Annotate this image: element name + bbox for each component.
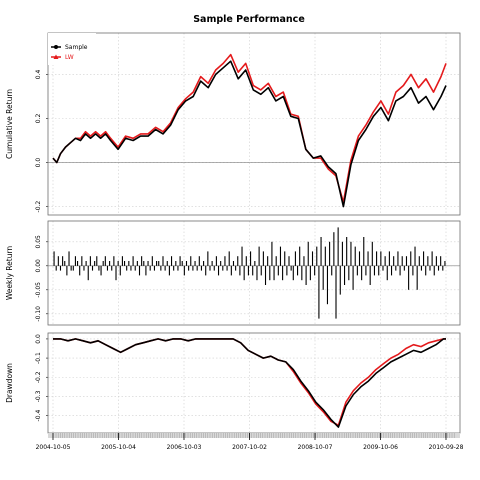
panel-weekly-ytick-label-0: -0.10	[35, 306, 42, 322]
series-line-lw	[52, 53, 447, 203]
legend-label-sample: Sample	[65, 44, 88, 51]
panel-weekly-bars	[53, 227, 446, 319]
panel-weekly-frame	[47, 220, 461, 326]
x-axis-label-4: 2008-10-07	[298, 444, 333, 451]
panel-cumulative-ylabel: Cumulative Return	[5, 89, 14, 159]
panel-drawdown-ylabel: Drawdown	[5, 363, 14, 403]
panel-cumulative: -0.2 0.0 0.2 0.4 Cumulative Return Sample L…	[5, 32, 461, 216]
panel-weekly-ytick-label-2: 0.00	[35, 259, 42, 273]
panel-cumulative-yticks: -0.2 0.0 0.2 0.4	[35, 69, 48, 212]
panel-weekly-ytick-label-1: -0.05	[35, 282, 42, 298]
panel-cumulative-ytick-label-2: 0.2	[35, 114, 42, 124]
panel-drawdown-ytick-label-4: 0.0	[35, 334, 42, 344]
panel-drawdown-ytick-label-3: -0.1	[35, 352, 42, 364]
panel-cumulative-frame	[47, 32, 461, 216]
panel-drawdown-frame	[47, 332, 461, 434]
series-line-sample	[52, 60, 447, 208]
panel-cumulative-ytick-label-1: 0.0	[35, 158, 42, 168]
panel-drawdown-ytick-label-1: -0.3	[35, 390, 42, 402]
x-axis-label-3: 2007-10-02	[232, 444, 267, 451]
chart-title: Sample Performance	[193, 14, 305, 25]
panel-cumulative-ytick-label-0: -0.2	[35, 201, 42, 213]
x-axis-labels: 2004-10-05 2005-10-04 2006-10-03 2007-10-02…	[36, 433, 464, 451]
x-axis-label-6: 2010-09-28	[429, 444, 464, 451]
x-axis-label-1: 2005-10-04	[101, 444, 136, 451]
x-axis-label-2: 2006-10-03	[167, 444, 202, 451]
panel-cumulative-grid	[48, 33, 460, 215]
panel-drawdown-series	[53, 338, 446, 428]
x-axis-label-0: 2004-10-05	[36, 444, 71, 451]
panel-weekly-grid	[48, 221, 460, 325]
legend-marker-sample	[54, 45, 58, 49]
panel-weekly-yticks: -0.10 -0.05 0.00 0.05	[35, 235, 48, 322]
legend-label-lw: LW	[65, 54, 74, 61]
panel-drawdown-grid	[48, 333, 460, 433]
x-axis: 2004-10-05 2005-10-04 2006-10-03 2007-10-02…	[36, 433, 464, 451]
panel-cumulative-ytick-label-3: 0.4	[35, 69, 42, 79]
legend-marker-lw	[53, 54, 59, 59]
panel-cumulative-series	[52, 53, 447, 208]
panel-drawdown: -0.4 -0.3 -0.2 -0.1 0.0 Drawdown	[5, 332, 461, 434]
panel-weekly-ylabel: Weekly Return	[5, 246, 14, 301]
panel-weekly-ytick-label-3: 0.05	[35, 235, 42, 249]
legend: Sample LW	[48, 33, 96, 65]
x-axis-minor-ticks	[55, 433, 455, 438]
panel-drawdown-yticks: -0.4 -0.3 -0.2 -0.1 0.0	[35, 334, 48, 421]
x-axis-label-5: 2009-10-06	[363, 444, 398, 451]
panel-drawdown-ytick-label-2: -0.2	[35, 371, 42, 383]
panel-weekly: -0.10 -0.05 0.00 0.05 Weekly Return	[5, 220, 461, 326]
series-line-sample	[53, 338, 446, 428]
panel-drawdown-ytick-label-0: -0.4	[35, 410, 42, 422]
